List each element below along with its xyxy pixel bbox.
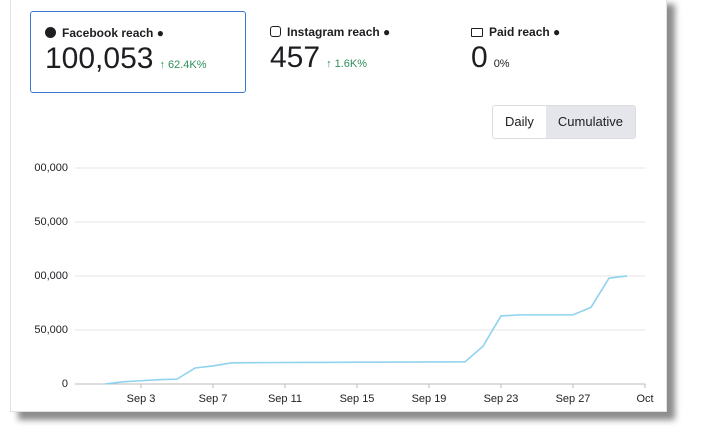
metric-label-text: Facebook reach xyxy=(62,26,154,40)
metric-card[interactable]: Facebook reach ● 100,053 ↑ 62.4K% xyxy=(30,11,246,93)
metric-label: Instagram reach ● xyxy=(270,25,446,39)
metric-value-row: 457 ↑ 1.6K% xyxy=(270,41,446,75)
line xyxy=(104,275,628,385)
metric-value: 100,053 xyxy=(45,42,154,75)
metric-value: 0 xyxy=(471,41,488,74)
x-tick-label: Sep 11 xyxy=(268,393,302,405)
metric-value-row: 100,053 ↑ 62.4K% xyxy=(45,42,245,76)
metric-value-row: 0 0% xyxy=(471,41,647,75)
metric-change: ↑ 62.4K% xyxy=(159,59,207,71)
y-tick-label: 50,000 xyxy=(34,324,68,336)
view-tabs: Daily Cumulative xyxy=(492,105,636,139)
y-tick-label: 50,000 xyxy=(34,216,68,228)
metric-change: 0% xyxy=(493,58,510,70)
metric-label: Facebook reach ● xyxy=(45,26,245,40)
x-tick-label: Sep 15 xyxy=(340,393,375,405)
x-tick-label: Sep 27 xyxy=(556,393,591,405)
metric-card[interactable]: Instagram reach ● 457 ↑ 1.6K% xyxy=(256,11,446,93)
reach-card: Facebook reach ● 100,053 ↑ 62.4K% Instagr… xyxy=(10,0,667,412)
x-tick-label: Oct xyxy=(636,393,653,405)
metric-label: Paid reach ● xyxy=(471,25,647,39)
x-tick-label: Sep 23 xyxy=(484,393,519,405)
metric-value: 457 xyxy=(270,41,321,74)
metric-change: ↑ 1.6K% xyxy=(326,58,368,70)
tab[interactable]: Cumulative xyxy=(545,106,635,138)
x-tick-label: Sep 3 xyxy=(127,393,156,405)
y-tick-label: 00,000 xyxy=(34,162,68,174)
metric-card[interactable]: Paid reach ● 0 0% xyxy=(457,11,647,93)
y-tick-label: 00,000 xyxy=(34,270,68,282)
metric-label-text: Paid reach xyxy=(489,25,550,39)
x-tick-label: Sep 19 xyxy=(412,393,447,405)
tab[interactable]: Daily xyxy=(505,114,534,129)
metric-label-text: Instagram reach xyxy=(287,25,380,39)
y-tick-label: 0 xyxy=(62,378,68,390)
x-tick-label: Sep 7 xyxy=(199,393,228,405)
